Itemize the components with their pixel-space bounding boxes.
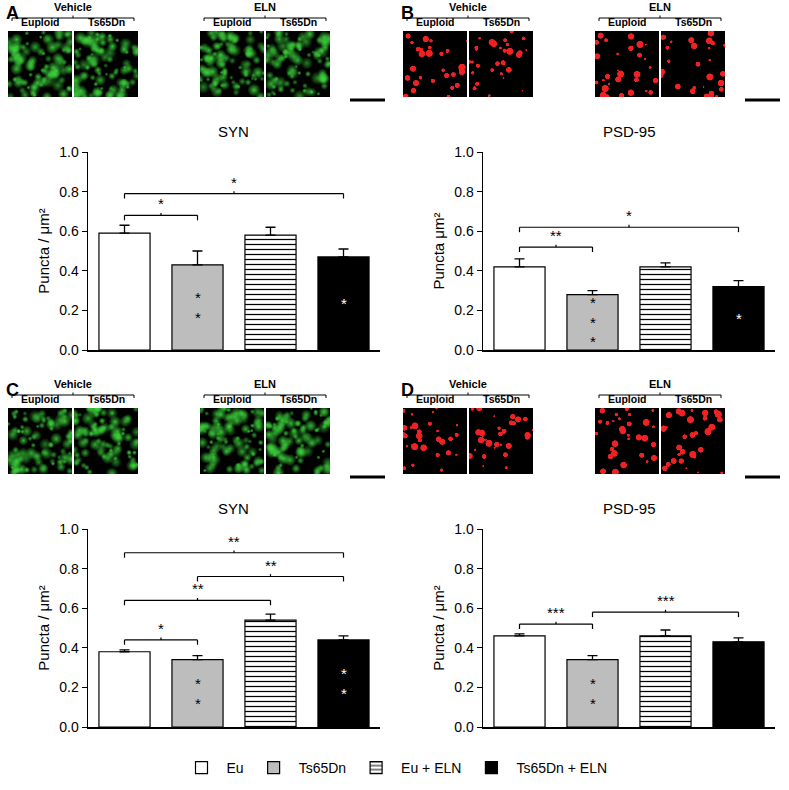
- svg-text:C: C: [6, 380, 19, 400]
- svg-text:**: **: [265, 557, 277, 574]
- svg-text:Puncta / μm²: Puncta / μm²: [35, 585, 52, 670]
- svg-text:0.0: 0.0: [59, 719, 79, 735]
- svg-text:Ts65Dn: Ts65Dn: [483, 16, 520, 28]
- svg-text:**: **: [341, 665, 347, 702]
- svg-text:0.4: 0.4: [454, 263, 474, 279]
- svg-text:0.4: 0.4: [59, 640, 79, 656]
- svg-text:0.6: 0.6: [59, 223, 79, 239]
- svg-text:Ts65Dn: Ts65Dn: [88, 393, 125, 405]
- svg-text:Ts65Dn: Ts65Dn: [299, 760, 346, 776]
- svg-text:0.0: 0.0: [454, 719, 474, 735]
- svg-text:Puncta / μm²: Puncta / μm²: [35, 208, 52, 293]
- svg-text:0.2: 0.2: [454, 679, 474, 695]
- svg-text:**: **: [550, 227, 562, 244]
- svg-text:ELN: ELN: [649, 378, 671, 390]
- svg-text:0.2: 0.2: [59, 679, 79, 695]
- svg-text:Vehicle: Vehicle: [449, 378, 487, 390]
- svg-text:1.0: 1.0: [454, 144, 474, 160]
- svg-text:*: *: [626, 207, 632, 224]
- svg-text:PSD-95: PSD-95: [603, 123, 656, 140]
- svg-text:Ts65Dn: Ts65Dn: [675, 393, 712, 405]
- svg-text:1.0: 1.0: [59, 521, 79, 537]
- svg-text:0.4: 0.4: [454, 640, 474, 656]
- svg-text:***: ***: [590, 294, 596, 350]
- svg-text:**: **: [195, 289, 201, 326]
- svg-text:ELN: ELN: [254, 378, 276, 390]
- svg-text:ELN: ELN: [649, 1, 671, 13]
- svg-text:Vehicle: Vehicle: [449, 1, 487, 13]
- svg-text:Ts65Dn: Ts65Dn: [483, 393, 520, 405]
- svg-text:Ts65Dn: Ts65Dn: [280, 393, 317, 405]
- svg-text:***: ***: [547, 604, 565, 621]
- svg-text:Ts65Dn: Ts65Dn: [280, 16, 317, 28]
- svg-text:***: ***: [657, 592, 675, 609]
- svg-text:*: *: [158, 195, 164, 212]
- svg-text:*: *: [231, 174, 237, 191]
- svg-text:Euploid: Euploid: [608, 393, 647, 405]
- svg-text:0.0: 0.0: [454, 342, 474, 358]
- svg-text:**: **: [195, 675, 201, 712]
- svg-text:Puncta / μm²: Puncta / μm²: [430, 585, 447, 670]
- svg-text:0.0: 0.0: [59, 342, 79, 358]
- svg-text:0.8: 0.8: [454, 561, 474, 577]
- svg-text:Eu: Eu: [227, 760, 244, 776]
- svg-text:Euploid: Euploid: [213, 16, 252, 28]
- svg-text:Euploid: Euploid: [608, 16, 647, 28]
- svg-text:Vehicle: Vehicle: [54, 1, 92, 13]
- svg-text:**: **: [590, 675, 596, 712]
- svg-text:0.8: 0.8: [59, 184, 79, 200]
- svg-text:1.0: 1.0: [454, 521, 474, 537]
- svg-text:0.4: 0.4: [59, 263, 79, 279]
- svg-text:D: D: [401, 380, 414, 400]
- svg-text:SYN: SYN: [218, 123, 249, 140]
- svg-text:ELN: ELN: [254, 1, 276, 13]
- svg-text:Ts65Dn: Ts65Dn: [88, 16, 125, 28]
- svg-text:SYN: SYN: [218, 500, 249, 517]
- svg-text:B: B: [401, 3, 414, 23]
- svg-text:0.6: 0.6: [59, 600, 79, 616]
- svg-text:Euploid: Euploid: [416, 393, 455, 405]
- svg-text:Ts65Dn + ELN: Ts65Dn + ELN: [516, 760, 607, 776]
- svg-text:**: **: [228, 533, 240, 550]
- svg-text:PSD-95: PSD-95: [603, 500, 656, 517]
- svg-text:0.6: 0.6: [454, 223, 474, 239]
- svg-text:Euploid: Euploid: [21, 16, 60, 28]
- svg-text:0.6: 0.6: [454, 600, 474, 616]
- svg-text:Ts65Dn: Ts65Dn: [675, 16, 712, 28]
- svg-text:*: *: [736, 310, 742, 327]
- svg-text:*: *: [158, 620, 164, 637]
- svg-text:**: **: [192, 580, 204, 597]
- svg-text:Euploid: Euploid: [213, 393, 252, 405]
- svg-text:1.0: 1.0: [59, 144, 79, 160]
- svg-text:Eu + ELN: Eu + ELN: [401, 760, 461, 776]
- svg-text:0.2: 0.2: [454, 302, 474, 318]
- svg-text:*: *: [341, 295, 347, 312]
- svg-text:Euploid: Euploid: [416, 16, 455, 28]
- svg-text:A: A: [6, 3, 19, 23]
- svg-text:0.8: 0.8: [59, 561, 79, 577]
- svg-text:Euploid: Euploid: [21, 393, 60, 405]
- svg-text:0.2: 0.2: [59, 302, 79, 318]
- svg-text:Puncta μm²: Puncta μm²: [430, 212, 447, 289]
- svg-text:0.8: 0.8: [454, 184, 474, 200]
- svg-text:Vehicle: Vehicle: [54, 378, 92, 390]
